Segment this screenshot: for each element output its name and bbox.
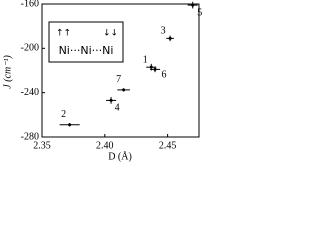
y-tick-label: -160: [21, 0, 39, 9]
x-tick-label: 2.40: [96, 140, 114, 151]
point-label: 2: [61, 109, 66, 120]
y-tick-label: -240: [21, 87, 39, 98]
inset-label: Ni···Ni···Ni: [59, 44, 114, 57]
point: [153, 67, 157, 71]
chart: J (cm⁻¹) D (Å) ↑↑ ↓↓ Ni···Ni···Ni -160 -2…: [2, 0, 202, 162]
point: [109, 98, 113, 102]
point-label: 6: [162, 70, 167, 81]
point: [68, 123, 72, 127]
point: [191, 3, 195, 7]
y-axis-label: J (cm⁻¹): [2, 55, 13, 89]
point-label: 5: [197, 7, 202, 18]
x-tick-label: 2.45: [159, 140, 177, 151]
point: [122, 88, 126, 92]
page: J (cm⁻¹) D (Å) ↑↑ ↓↓ Ni···Ni···Ni -160 -2…: [2, 0, 203, 163]
point: [149, 65, 153, 69]
point: [168, 36, 172, 40]
x-tick-label: 2.35: [33, 140, 51, 151]
y-tick-label: -280: [21, 131, 39, 142]
plot-frame: [41, 3, 200, 138]
point-label: 3: [161, 26, 166, 37]
y-tick-label: -200: [21, 43, 39, 54]
x-axis-label: D (Å): [108, 150, 132, 162]
inset-spins-left: ↑↑: [56, 29, 71, 39]
point-label: 1: [143, 54, 148, 65]
point-label: 4: [115, 103, 120, 114]
inset-spins-right: ↓↓: [103, 29, 118, 39]
point-label: 7: [116, 74, 121, 85]
inset-box: [48, 21, 124, 63]
